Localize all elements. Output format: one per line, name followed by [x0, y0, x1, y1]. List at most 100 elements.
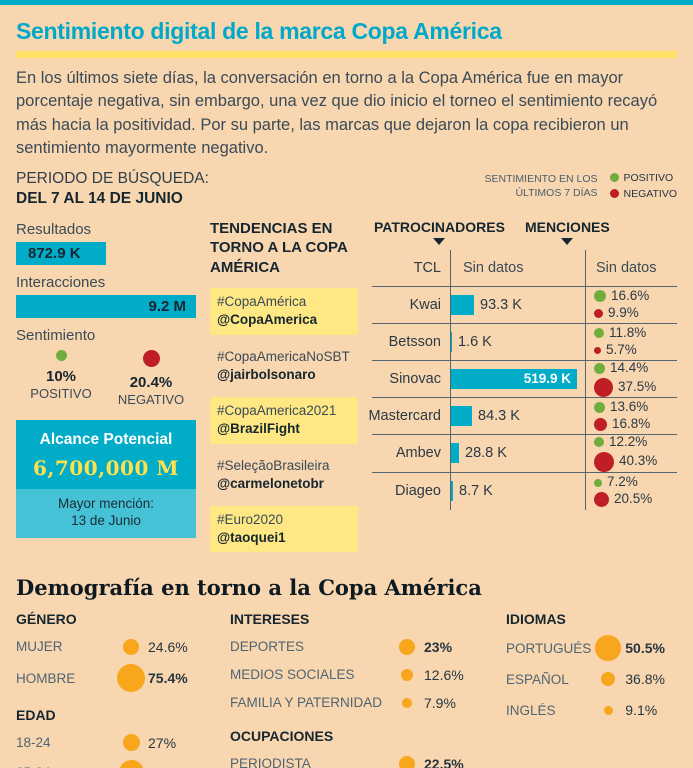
sponsor-brand: Kwai	[409, 296, 441, 313]
interacciones-label: Interacciones	[16, 273, 106, 291]
legend-positive-label: POSITIVO	[623, 171, 674, 184]
trend-hashtag: #Euro2020	[217, 511, 284, 527]
legend-items: POSITIVO NEGATIVO	[609, 171, 677, 204]
demo-value: 7.9%	[424, 694, 456, 711]
demo-label: 18-24	[16, 735, 51, 751]
demographics-col-languages: IDIOMAS PORTUGUÉS 50.5% ESPAÑOL 36.8% IN…	[506, 609, 677, 768]
demo-row: INGLÉS 9.1%	[506, 696, 677, 724]
resultados-label: Resultados	[16, 220, 92, 238]
idiomas-header: IDIOMAS	[506, 611, 566, 628]
demo-value: 27%	[148, 734, 177, 751]
positive-dot-icon	[594, 437, 604, 448]
demographics-col-interests-occupations: INTERESES DEPORTES 23% MEDIOS SOCIALES 1…	[230, 609, 482, 768]
demo-value: 36.8%	[625, 671, 665, 688]
mentions-value: 84.3 K	[478, 407, 520, 424]
demo-label: INGLÉS	[506, 702, 556, 718]
negative-percentage: 20.5%	[614, 491, 653, 507]
sentiment-negative-block: 20.4% NEGATIVO	[106, 349, 196, 407]
patrocinadores-header: PATROCINADORES	[374, 219, 505, 245]
menciones-label: MENCIONES	[524, 218, 610, 235]
negative-percentage: 16.8%	[612, 415, 651, 431]
demo-label: DEPORTES	[230, 639, 305, 655]
demo-row: MEDIOS SOCIALES 12.6%	[230, 662, 482, 687]
trend-handle: @carmelonetobr	[217, 475, 324, 491]
positive-line: 16.6%	[594, 288, 677, 304]
demo-label: HOMBRE	[16, 670, 76, 686]
trend-handle: @BrazilFight	[217, 421, 300, 437]
alcance-potencial-card: Alcance Potencial 6,700,000 M Mayor menc…	[16, 419, 196, 538]
negative-percentage: 5.7%	[606, 341, 637, 357]
positive-line: 7.2%	[594, 474, 677, 490]
positive-line: 14.4%	[594, 360, 677, 376]
positive-line: 12.2%	[594, 433, 677, 450]
mentions-value: 519.9 K	[523, 371, 571, 387]
sentiment-cell: 7.2% 20.5%	[585, 472, 677, 510]
negative-percentage: 37.5%	[618, 378, 657, 394]
bubble-icon	[123, 638, 139, 655]
positive-dot-icon	[609, 173, 619, 183]
table-row: TCL Sin datos Sin datos	[372, 249, 677, 287]
sentiment-cell: 14.4% 37.5%	[585, 360, 677, 397]
title-underline-bar	[16, 51, 677, 58]
legend-title-line1: SENTIMIENTO EN LOS	[484, 172, 598, 185]
bubble-icon	[601, 672, 616, 687]
sentiment-nodata: Sin datos	[596, 259, 657, 276]
sentiment-legend: SENTIMIENTO EN LOS ÚLTIMOS 7 DÍAS POSITI…	[485, 172, 677, 204]
bubble-icon	[402, 697, 412, 708]
bubble-icon	[399, 755, 415, 768]
sponsors-table: TCL Sin datos Sin datos Kwai 93.3 K	[368, 249, 677, 510]
sponsor-brand: Betsson	[388, 333, 441, 350]
mentions-cell: 93.3 K	[450, 286, 585, 323]
positive-line: 13.6%	[594, 399, 677, 415]
table-row: Ambev 28.8 K 12.2% 40.3%	[372, 433, 677, 473]
mentions-cell: 8.7 K	[450, 472, 585, 510]
bubble-icon	[118, 760, 144, 768]
positive-dot-icon	[594, 401, 605, 413]
positive-dot-icon	[55, 349, 67, 361]
demo-label: FAMILIA Y PATERNIDAD	[230, 695, 383, 711]
menciones-header: MENCIONES	[525, 219, 610, 245]
period-row: PERIODO DE BÚSQUEDA: DEL 7 AL 14 DE JUNI…	[16, 170, 677, 208]
chevron-down-icon	[561, 237, 574, 245]
sponsor-brand: Sinovac	[389, 370, 441, 387]
trend-item: #CopaAmericaNoSBT @jairbolsonaro	[210, 343, 358, 389]
negative-dot-icon	[609, 189, 619, 199]
demographics-col-gender-age: GÉNERO MUJER 24.6% HOMBRE 75.4% EDAD 18-…	[16, 609, 206, 768]
interacciones-value: 9.2 M	[148, 297, 186, 315]
demo-value: 49.8%	[148, 765, 206, 768]
bubble-icon	[122, 734, 140, 752]
resultados-bar: 872.9 K	[16, 241, 106, 265]
demo-label: MUJER	[16, 639, 63, 655]
alcance-value: 6,700,000 M	[33, 455, 179, 480]
demo-row: PORTUGUÉS 50.5%	[506, 634, 677, 662]
ocupaciones-header: OCUPACIONES	[230, 728, 334, 745]
demo-label: PORTUGUÉS	[506, 640, 592, 656]
demo-row: DEPORTES 23%	[230, 634, 482, 659]
demo-row: PERIODISTA 22.5%	[230, 751, 482, 768]
sponsor-brand: Ambev	[395, 445, 441, 462]
alcance-note: Mayor mención: 13 de Junio	[16, 488, 196, 538]
trend-item: #SeleçãoBrasileira @carmelonetobr	[210, 452, 358, 498]
positive-percentage: 12.2%	[609, 433, 648, 449]
mentions-cell: 519.9 K	[450, 360, 585, 397]
negative-percentage: 20.4%	[129, 373, 173, 391]
trend-handle: @CopaAmerica	[217, 312, 318, 328]
demo-row: FAMILIA Y PATERNIDAD 7.9%	[230, 690, 482, 715]
mentions-value: 28.8 K	[465, 445, 507, 462]
demo-row: HOMBRE 75.4%	[16, 662, 206, 694]
main-content-row: Resultados 872.9 K Interacciones 9.2 M S…	[16, 219, 677, 561]
sentiment-cell: Sin datos	[585, 249, 677, 286]
positive-dot-icon	[594, 478, 602, 487]
positive-line: 11.8%	[594, 325, 677, 341]
sponsor-brand: Mastercard	[368, 407, 441, 424]
mentions-cell: 28.8 K	[450, 434, 585, 472]
negative-dot-icon	[594, 308, 603, 318]
sentiment-cell: 12.2% 40.3%	[585, 433, 677, 472]
positive-percentage: 7.2%	[607, 474, 638, 490]
positive-dot-icon	[594, 290, 606, 303]
table-row: Kwai 93.3 K 16.6% 9.9%	[372, 286, 677, 324]
alcance-note-line2: 13 de Junio	[71, 513, 141, 529]
trend-item: #CopaAmerica2021 @BrazilFight	[210, 397, 358, 444]
demo-label: PERIODISTA	[230, 756, 311, 768]
